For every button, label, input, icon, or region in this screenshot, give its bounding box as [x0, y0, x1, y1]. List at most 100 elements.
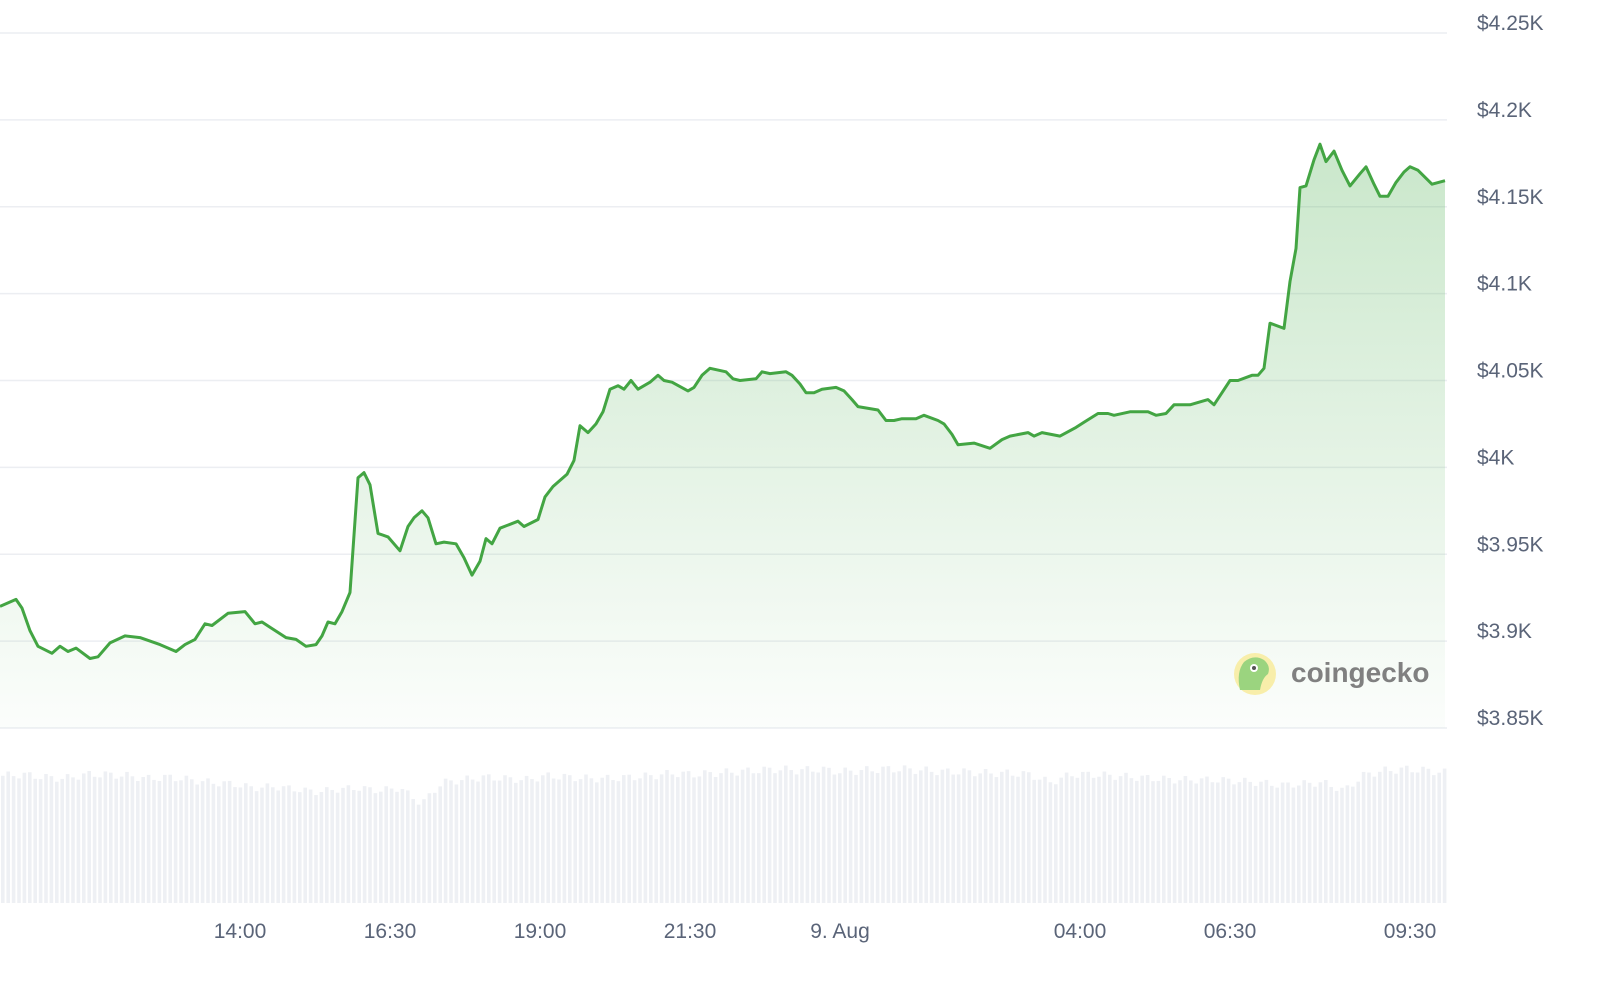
x-axis-labels: 14:00 16:30 19:00 21:30 9. Aug 04:00 06:30 09:3…: [214, 920, 1437, 943]
volume-bar: [1151, 781, 1155, 903]
volume-bar: [1216, 782, 1220, 903]
volume-bar: [854, 774, 858, 903]
volume-bar: [325, 787, 329, 903]
volume-bar: [816, 772, 820, 903]
volume-bar: [838, 773, 842, 903]
volume-bar: [994, 777, 999, 903]
volume-bar: [778, 770, 783, 903]
volume-bar: [1032, 779, 1036, 903]
volume-bar: [924, 766, 928, 903]
volume-bar: [1172, 783, 1177, 903]
volume-bar: [578, 779, 583, 903]
volume-bar: [238, 787, 243, 903]
volume-bar: [411, 799, 415, 903]
volume-bar: [1399, 767, 1404, 903]
volume-bar: [1383, 766, 1387, 903]
volume-bar: [1329, 786, 1333, 903]
volume-bar: [314, 795, 318, 903]
volume-bar: [233, 787, 237, 903]
volume-bar: [130, 776, 135, 903]
volume-bar: [114, 778, 118, 903]
volume-bar: [595, 782, 599, 903]
y-axis-labels: $4.25K $4.2K $4.15K $4.1K $4.05K $4K $3.95K $3.…: [1477, 12, 1544, 730]
volume-bar: [897, 771, 901, 903]
volume-bar: [665, 769, 669, 903]
volume-bar: [400, 789, 405, 903]
volume-bar: [1048, 782, 1053, 903]
volume-bar: [6, 771, 10, 903]
volume-bar: [1372, 776, 1377, 903]
volume-bar: [686, 771, 691, 903]
volume-bar: [865, 766, 869, 903]
volume-bar: [362, 786, 367, 903]
volume-bar: [1135, 780, 1139, 903]
volume-bar: [103, 771, 108, 903]
volume-bar: [28, 772, 32, 903]
volume-bar: [551, 778, 556, 903]
y-tick-label: $4.15K: [1477, 186, 1544, 209]
volume-bar: [870, 771, 874, 903]
volume-bar: [416, 804, 421, 903]
volume-bar: [1270, 785, 1274, 903]
volume-bar: [913, 773, 918, 903]
volume-bar: [805, 766, 810, 903]
volume-bar: [568, 775, 572, 903]
y-tick-label: $4.1K: [1477, 273, 1532, 296]
volume-bar: [1000, 771, 1004, 903]
volume-bar: [1059, 777, 1063, 903]
volume-bar: [1340, 787, 1344, 903]
volume-bar: [1291, 787, 1296, 903]
volume-bars: [1, 765, 1447, 903]
volume-bar: [740, 769, 745, 903]
volume-bar: [773, 773, 777, 903]
volume-bar: [1118, 776, 1123, 903]
volume-bar: [1361, 771, 1366, 903]
volume-bar: [254, 791, 259, 903]
volume-bar: [200, 781, 205, 903]
y-tick-label: $4.2K: [1477, 99, 1532, 122]
volume-bar: [292, 791, 297, 903]
volume-bar: [940, 769, 945, 903]
volume-bar: [1226, 778, 1231, 903]
volume-bar: [1124, 772, 1128, 903]
volume-bar: [1297, 785, 1301, 903]
volume-bar: [794, 774, 799, 903]
volume-bar: [298, 792, 302, 903]
volume-bar: [951, 774, 955, 903]
volume-bar: [654, 779, 658, 903]
volume-bar: [271, 787, 275, 903]
volume-bar: [476, 781, 480, 903]
volume-bar: [1108, 774, 1112, 903]
volume-bar: [611, 780, 615, 903]
volume-bar: [757, 773, 761, 903]
volume-bar: [730, 772, 734, 903]
volume-bar: [55, 781, 59, 903]
volume-bar: [136, 781, 140, 903]
volume-bar: [670, 774, 675, 903]
volume-bar: [622, 775, 626, 903]
volume-bar: [341, 787, 345, 903]
volume-bar: [1221, 777, 1225, 903]
volume-bar: [71, 777, 75, 903]
volume-bar: [1194, 783, 1198, 903]
volume-bar: [1367, 772, 1371, 903]
volume-bar: [843, 767, 847, 903]
volume-bar: [1167, 778, 1171, 903]
volume-bar: [22, 772, 27, 903]
volume-bar: [692, 777, 696, 903]
volume-bar: [1189, 780, 1193, 903]
volume-bar: [265, 783, 270, 903]
volume-bar: [470, 779, 475, 903]
volume-bar: [1410, 772, 1414, 903]
volume-bar: [784, 765, 788, 903]
volume-bar: [179, 780, 183, 903]
volume-bar: [11, 776, 16, 903]
volume-bar: [1432, 775, 1436, 903]
coingecko-watermark: coingecko: [1234, 653, 1429, 695]
volume-bar: [546, 772, 550, 903]
volume-bar: [762, 766, 766, 903]
volume-bar: [98, 777, 102, 903]
volume-bar: [508, 777, 513, 903]
x-tick-label: 9. Aug: [810, 920, 870, 943]
x-tick-label: 04:00: [1054, 920, 1107, 943]
